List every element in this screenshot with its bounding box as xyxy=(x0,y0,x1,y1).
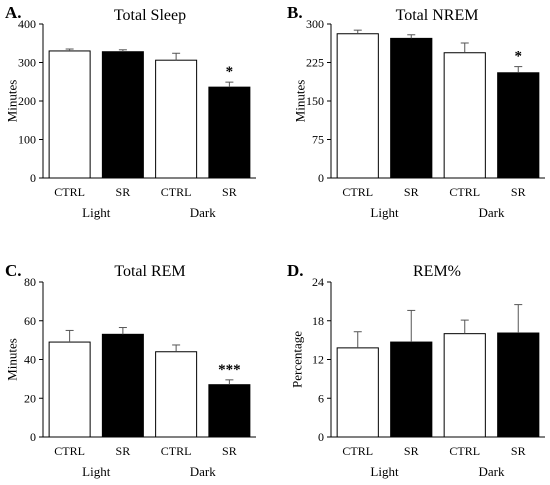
y-tick-label: 75 xyxy=(312,133,324,147)
x-tick-label: SR xyxy=(222,444,237,458)
x-tick-label: CTRL xyxy=(449,185,480,199)
y-tick-label: 0 xyxy=(30,171,36,185)
significance-marker: *** xyxy=(218,362,241,378)
y-tick-label: 400 xyxy=(18,17,36,31)
bar xyxy=(497,332,540,438)
group-label: Light xyxy=(82,205,111,220)
y-axis-label: Percentage xyxy=(290,331,305,388)
chart-title: Total NREM xyxy=(396,7,479,24)
panel-letter: C. xyxy=(5,261,22,280)
x-tick-label: SR xyxy=(116,444,131,458)
y-tick-label: 80 xyxy=(24,275,36,289)
y-tick-label: 100 xyxy=(18,133,36,147)
x-tick-label: CTRL xyxy=(342,444,373,458)
group-label: Light xyxy=(370,464,399,479)
y-tick-label: 0 xyxy=(30,430,36,444)
bar xyxy=(390,37,433,179)
y-tick-label: 0 xyxy=(318,171,324,185)
group-label: Dark xyxy=(479,464,505,479)
x-tick-label: SR xyxy=(511,444,526,458)
chart-title: Total REM xyxy=(114,263,185,280)
bar xyxy=(208,86,251,179)
y-tick-label: 0 xyxy=(318,430,324,444)
panel-letter: D. xyxy=(287,261,304,280)
bar xyxy=(443,333,486,438)
bar xyxy=(155,59,198,179)
bar xyxy=(208,384,251,438)
bar xyxy=(101,333,144,438)
bar xyxy=(101,51,144,179)
bar xyxy=(48,341,91,438)
y-tick-label: 18 xyxy=(312,314,324,328)
bar xyxy=(390,341,433,438)
group-label: Dark xyxy=(479,205,505,220)
chart-panel-2: B. Total NREM Minutes 0 75 150 225 300 CTRL SR CTR… xyxy=(287,3,545,220)
y-axis-label: Minutes xyxy=(5,80,20,123)
bar xyxy=(48,50,91,179)
bar xyxy=(336,347,379,438)
y-tick-label: 24 xyxy=(312,275,324,289)
chart-panel-3: C. Total REM Minutes 0 20 40 60 80 CTRL SR CTRL ***… xyxy=(5,261,256,479)
y-tick-label: 300 xyxy=(306,17,324,31)
x-tick-label: CTRL xyxy=(161,444,192,458)
x-tick-label: CTRL xyxy=(161,185,192,199)
y-tick-label: 60 xyxy=(24,314,36,328)
y-tick-label: 150 xyxy=(306,94,324,108)
x-tick-label: CTRL xyxy=(54,185,85,199)
chart-panel-1: A. Total Sleep Minutes 0 100 200 300 400 CTRL SR C… xyxy=(5,3,256,220)
group-label: Light xyxy=(370,205,399,220)
x-tick-label: SR xyxy=(222,185,237,199)
chart-panel-4: D. REM% Percentage 0 6 12 18 24 CTRL SR CTRL SR Ligh… xyxy=(287,261,545,479)
group-label: Dark xyxy=(190,464,216,479)
y-tick-label: 40 xyxy=(24,353,36,367)
panel-letter: B. xyxy=(287,3,303,22)
panel-letter: A. xyxy=(5,3,22,22)
y-tick-label: 225 xyxy=(306,56,324,70)
group-label: Light xyxy=(82,464,111,479)
bar xyxy=(443,52,486,179)
x-tick-label: SR xyxy=(511,185,526,199)
bar xyxy=(336,33,379,179)
bar xyxy=(497,72,540,179)
y-tick-label: 20 xyxy=(24,391,36,405)
y-tick-label: 200 xyxy=(18,94,36,108)
bar xyxy=(155,351,198,438)
x-tick-label: SR xyxy=(404,444,419,458)
chart-title: REM% xyxy=(413,263,461,280)
x-tick-label: CTRL xyxy=(54,444,85,458)
x-tick-label: SR xyxy=(116,185,131,199)
significance-marker: * xyxy=(515,49,523,65)
x-tick-label: SR xyxy=(404,185,419,199)
y-tick-label: 300 xyxy=(18,56,36,70)
significance-marker: * xyxy=(226,64,234,80)
y-tick-label: 12 xyxy=(312,353,324,367)
y-axis-label: Minutes xyxy=(5,338,20,381)
x-tick-label: CTRL xyxy=(449,444,480,458)
y-tick-label: 6 xyxy=(318,391,324,405)
x-tick-label: CTRL xyxy=(342,185,373,199)
chart-title: Total Sleep xyxy=(114,7,186,24)
group-label: Dark xyxy=(190,205,216,220)
y-axis-label: Minutes xyxy=(293,80,308,123)
